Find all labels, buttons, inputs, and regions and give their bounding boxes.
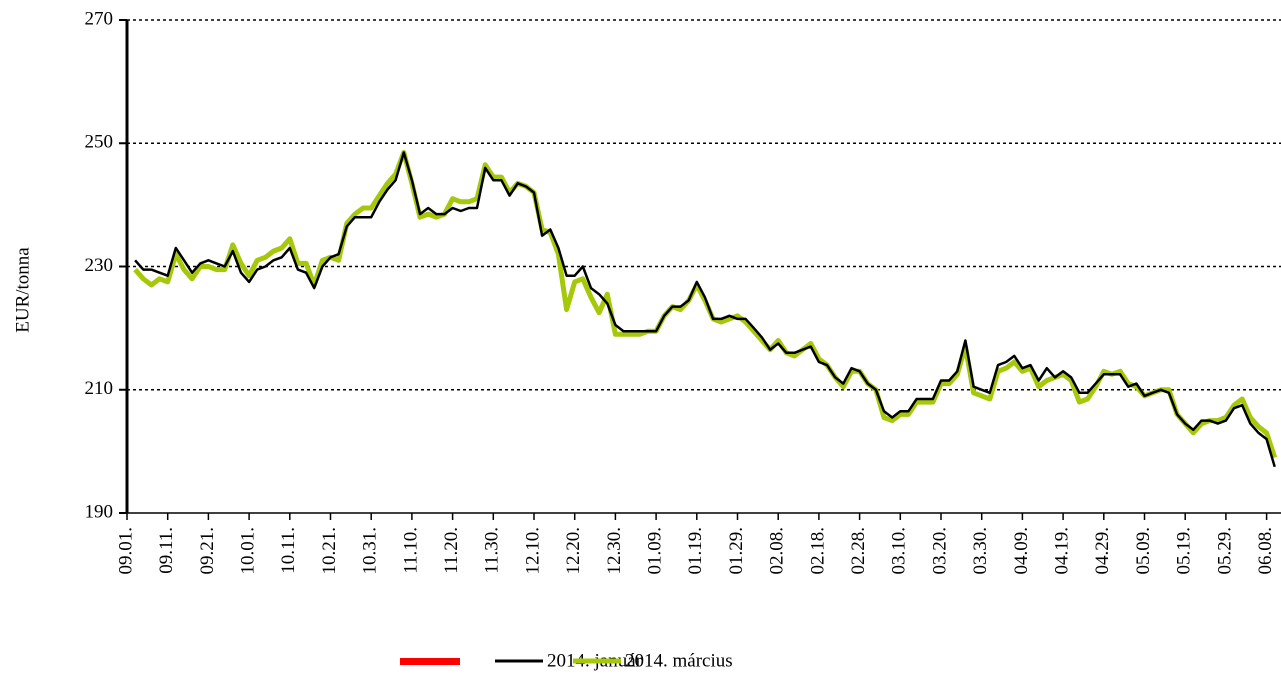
x-tick-label: 01.09. — [644, 527, 665, 575]
x-tick-label: 02.18. — [807, 527, 828, 575]
x-tick-label: 10.21. — [319, 527, 340, 575]
y-tick-label: 250 — [85, 132, 114, 153]
legend-label: 2014. március — [625, 650, 733, 671]
x-tick-label: 03.20. — [929, 527, 950, 575]
x-tick-label: 11.20. — [441, 527, 462, 574]
x-tick-label: 03.10. — [889, 527, 910, 575]
x-tick-label: 10.01. — [237, 527, 258, 575]
x-tick-label: 04.19. — [1051, 527, 1072, 575]
x-tick-label: 05.29. — [1214, 527, 1235, 575]
x-tick-label: 05.09. — [1133, 527, 1154, 575]
x-tick-label: 01.19. — [685, 527, 706, 575]
x-tick-label: 09.11. — [156, 527, 177, 574]
x-tick-label: 04.09. — [1011, 527, 1032, 575]
x-tick-label: 11.30. — [482, 527, 503, 574]
y-tick-label: 270 — [85, 8, 114, 29]
x-tick-label: 09.01. — [115, 527, 136, 575]
y-axis-label: EUR/tonna — [12, 247, 33, 333]
x-tick-label: 09.21. — [197, 527, 218, 575]
x-tick-label: 06.08. — [1255, 527, 1276, 575]
y-tick-label: 210 — [85, 378, 114, 399]
line-series — [134, 151, 1276, 468]
line-series — [133, 150, 1278, 459]
x-tick-label: 02.08. — [767, 527, 788, 575]
y-tick-label: 190 — [85, 501, 114, 522]
y-tick-label: 230 — [85, 255, 114, 276]
legend-swatch — [400, 658, 460, 665]
x-tick-label: 05.19. — [1174, 527, 1195, 575]
x-tick-label: 04.29. — [1092, 527, 1113, 575]
x-tick-label: 02.28. — [848, 527, 869, 575]
x-tick-label: 12.10. — [522, 527, 543, 575]
x-tick-label: 03.30. — [970, 527, 991, 575]
x-tick-label: 12.20. — [563, 527, 584, 575]
x-tick-label: 11.10. — [400, 527, 421, 574]
x-tick-label: 12.30. — [604, 527, 625, 575]
x-tick-label: 01.29. — [726, 527, 747, 575]
x-tick-label: 10.11. — [278, 527, 299, 574]
x-tick-label: 10.31. — [360, 527, 381, 575]
